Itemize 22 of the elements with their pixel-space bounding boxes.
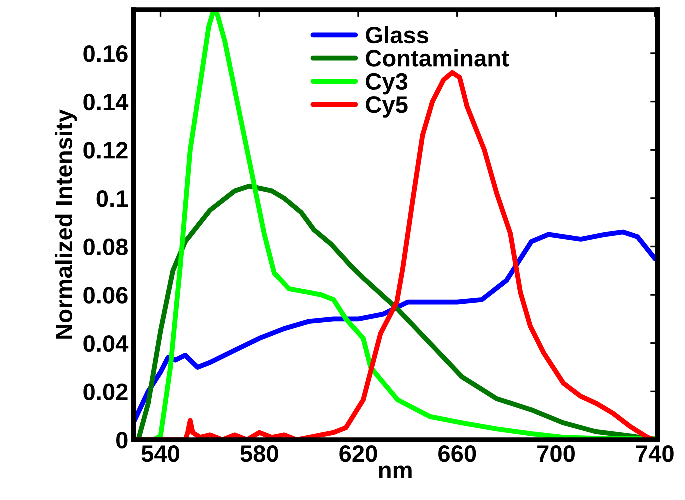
- legend-label: Cy3: [366, 73, 408, 95]
- y-tick-label: 0.1: [96, 190, 128, 208]
- x-tick-label: 700: [538, 445, 575, 462]
- y-tick-label: 0.16: [84, 46, 128, 62]
- legend-label: Glass: [366, 26, 428, 44]
- x-tick-label: 580: [240, 445, 278, 462]
- x-axis-title: nm: [379, 466, 412, 478]
- line-series: [134, 230, 658, 426]
- x-tick-label: 620: [340, 445, 378, 462]
- x-tick-label: 740: [636, 445, 674, 462]
- y-tick-label: 0.08: [84, 238, 128, 256]
- x-tick-label: 660: [438, 445, 476, 462]
- legend-label: Cy5: [366, 96, 408, 118]
- y-tick-label: 0.02: [84, 384, 128, 400]
- y-axis-title: Normalized Intensity: [55, 110, 78, 339]
- y-tick-label: 0: [116, 432, 128, 449]
- y-tick-label: 0.14: [84, 94, 129, 111]
- x-tick-label: 540: [142, 445, 180, 462]
- legend-label: Contaminant: [366, 50, 510, 67]
- y-tick-label: 0.12: [84, 142, 128, 159]
- y-tick-label: 0.04: [84, 335, 129, 352]
- y-tick-label: 0.06: [84, 287, 128, 304]
